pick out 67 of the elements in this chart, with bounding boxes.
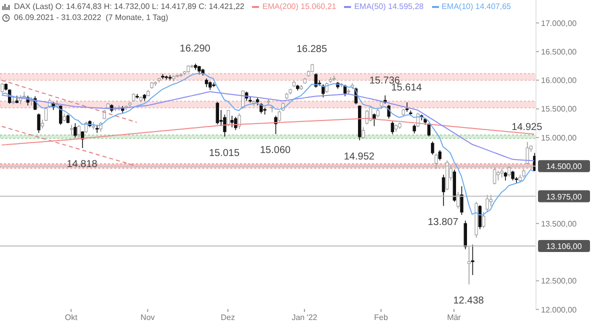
annotation: 16.285 (296, 44, 328, 55)
y-tick-label: 15.000,00 (541, 133, 578, 142)
candlestick (427, 122, 431, 137)
ref-line-label: 13.975,00 (546, 192, 582, 202)
candlestick (278, 110, 282, 122)
candlestick (526, 141, 529, 165)
y-tick-label: 16.500,00 (541, 47, 578, 56)
candlestick (508, 166, 511, 177)
annotation: 12.438 (453, 295, 484, 306)
candlestick (496, 170, 500, 181)
legend-label: EMA(50) 14.595,28 (354, 1, 424, 12)
x-tick-label: Dez (220, 313, 236, 322)
candlestick (412, 124, 416, 134)
candlestick (37, 113, 40, 134)
candlestick (482, 212, 486, 228)
ref-line-label: 14.500,00 (546, 162, 582, 172)
candlestick (216, 102, 220, 125)
y-tick-label: 15.500,00 (541, 104, 578, 114)
y-tick-label: 13.500,00 (541, 219, 578, 228)
candlestick (77, 124, 80, 138)
x-tick-label: Nov (140, 313, 155, 322)
y-tick-label: 12.000,00 (541, 305, 578, 314)
candlestick (390, 121, 394, 134)
candlestick (438, 150, 442, 161)
candlestick (492, 166, 496, 185)
candlestick (442, 174, 446, 206)
chart-title: DAX (Last) O: 14.674,83 H: 14.732,00 L: 14.417,89 C: 14.421,22 (14, 1, 244, 12)
candlestick (325, 82, 328, 94)
candlestick (234, 116, 238, 130)
x-tick-label: Mär (447, 313, 462, 322)
candlestick (230, 115, 234, 128)
candlestick (471, 244, 474, 276)
legend-label: EMA(10) 14.407,65 (442, 1, 511, 12)
annotation: 16.290 (180, 44, 211, 55)
text: 06.09.2021 - 31.03.2022 (7 Monate, 1 Tag) (14, 12, 168, 23)
candlestick (332, 75, 336, 82)
annotation: 14.925 (512, 122, 543, 133)
y-tick-label: 16.000,00 (541, 76, 578, 86)
x-tick-label: Feb (374, 313, 388, 322)
candlestick (223, 114, 226, 138)
ref-line-label: 13.106,00 (546, 242, 582, 252)
candlestick (511, 170, 514, 181)
candlestick (430, 141, 434, 156)
annotation: 13.807 (428, 216, 459, 228)
candlestick (467, 246, 471, 285)
annotation: 15.015 (208, 148, 240, 159)
y-tick-label: 17.000,00 (541, 18, 578, 28)
candlestick (464, 220, 467, 250)
candlestick (405, 102, 409, 112)
candlestick (500, 168, 504, 178)
candlestick (489, 194, 492, 207)
candlestick (274, 115, 278, 134)
x-tick-label: Jan '22 (292, 313, 318, 322)
y-tick-label: 12.500,00 (541, 276, 578, 286)
annotation: 14.818 (66, 159, 98, 170)
annotation: 15.060 (260, 145, 292, 156)
candlestick (226, 110, 230, 126)
candlestick (74, 122, 77, 138)
annotation: 14.952 (344, 151, 375, 162)
candlestick (486, 194, 489, 212)
x-tick-label: Okt (64, 313, 78, 322)
legend-label: EMA(200) 15.060,21 (262, 1, 336, 12)
candlestick (460, 186, 464, 216)
candlestick (362, 126, 365, 140)
candlestick (238, 113, 241, 130)
candlestick (322, 84, 325, 98)
candlestick (434, 153, 438, 170)
